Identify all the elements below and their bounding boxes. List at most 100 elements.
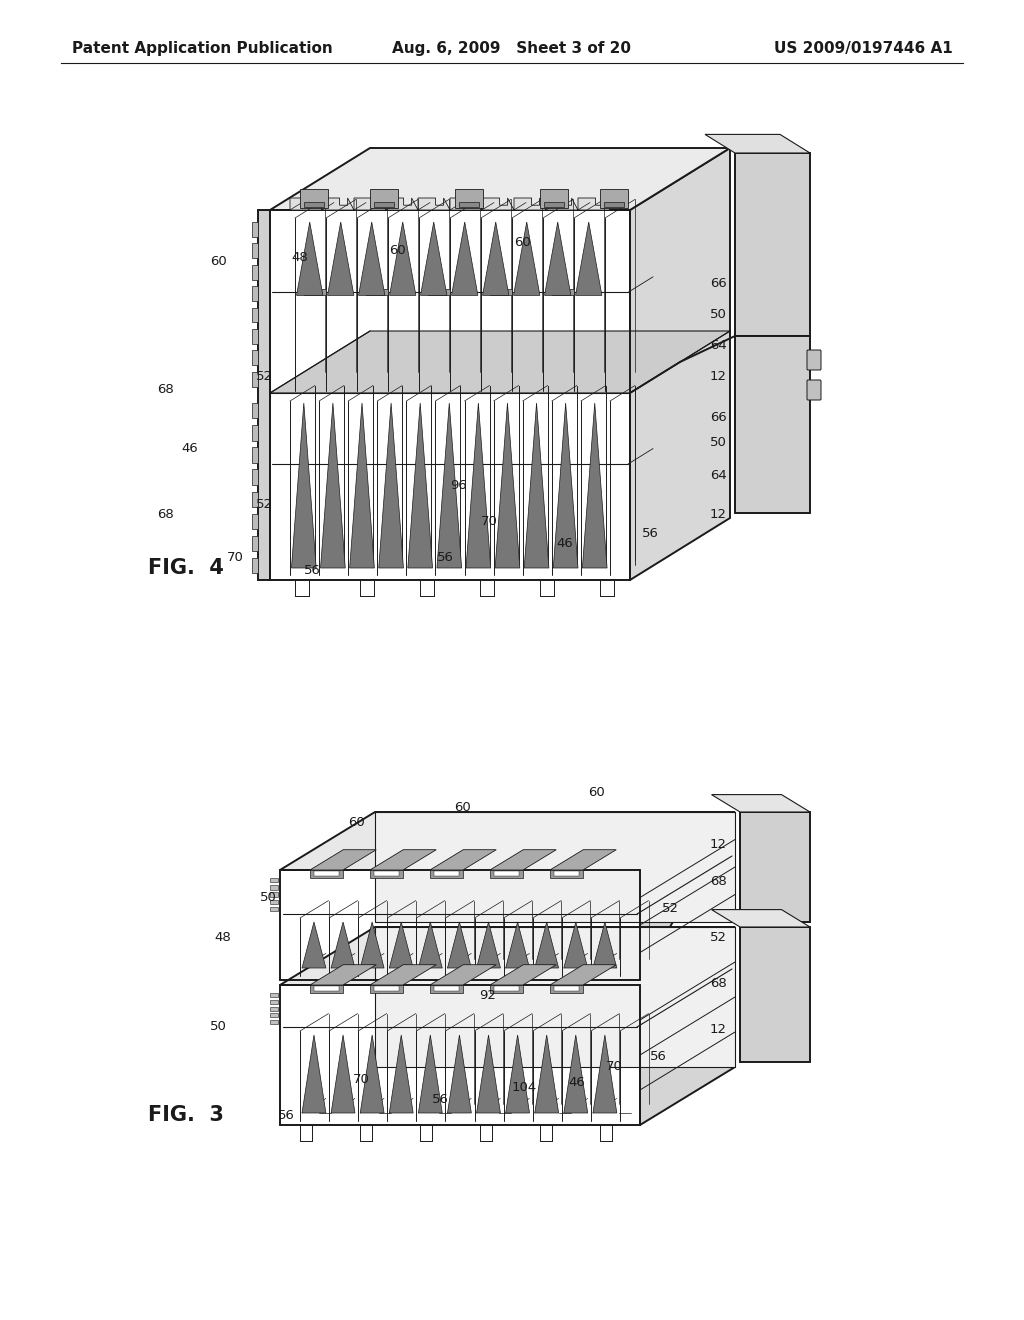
- Polygon shape: [466, 403, 490, 568]
- Text: 70: 70: [481, 515, 498, 528]
- Text: 96: 96: [451, 479, 467, 492]
- Bar: [310, 985, 343, 993]
- Polygon shape: [310, 850, 376, 870]
- Polygon shape: [705, 135, 810, 153]
- Polygon shape: [735, 153, 810, 337]
- Polygon shape: [490, 965, 556, 985]
- Polygon shape: [578, 198, 610, 210]
- Text: 12: 12: [710, 370, 727, 383]
- FancyBboxPatch shape: [807, 380, 821, 400]
- Polygon shape: [600, 189, 628, 209]
- Polygon shape: [331, 1035, 355, 1113]
- Text: 50: 50: [210, 1020, 226, 1034]
- Text: 50: 50: [710, 308, 726, 321]
- Bar: [430, 870, 463, 878]
- Bar: [552, 289, 574, 296]
- Polygon shape: [482, 222, 509, 296]
- Text: 56: 56: [437, 550, 454, 564]
- Polygon shape: [280, 812, 735, 870]
- Polygon shape: [514, 222, 540, 296]
- Text: 68: 68: [158, 508, 174, 521]
- Polygon shape: [328, 222, 354, 296]
- Polygon shape: [437, 403, 462, 568]
- Text: 12: 12: [710, 1023, 727, 1036]
- Text: 50: 50: [710, 436, 726, 449]
- Bar: [370, 985, 403, 993]
- Bar: [314, 986, 339, 991]
- Polygon shape: [630, 148, 730, 579]
- Bar: [374, 202, 394, 207]
- Bar: [252, 558, 258, 573]
- Bar: [490, 289, 512, 296]
- Bar: [270, 878, 278, 882]
- Polygon shape: [447, 1035, 471, 1113]
- Bar: [374, 871, 399, 876]
- Text: 92: 92: [479, 989, 496, 1002]
- Bar: [270, 900, 278, 904]
- Bar: [490, 870, 523, 878]
- Bar: [252, 329, 258, 343]
- Bar: [270, 999, 278, 1005]
- Text: 60: 60: [589, 785, 605, 799]
- Bar: [270, 907, 278, 911]
- Polygon shape: [482, 198, 514, 210]
- Text: 56: 56: [650, 1049, 667, 1063]
- Text: 52: 52: [256, 370, 272, 383]
- Polygon shape: [354, 198, 386, 210]
- Bar: [430, 985, 463, 993]
- Polygon shape: [321, 403, 345, 568]
- Polygon shape: [550, 850, 616, 870]
- Bar: [270, 1020, 278, 1024]
- Polygon shape: [640, 927, 735, 1125]
- Polygon shape: [593, 921, 616, 968]
- Polygon shape: [408, 403, 432, 568]
- Polygon shape: [540, 189, 568, 209]
- Bar: [252, 536, 258, 552]
- Bar: [367, 289, 388, 296]
- Polygon shape: [740, 927, 810, 1063]
- Bar: [252, 425, 258, 441]
- Polygon shape: [292, 403, 316, 568]
- Text: 46: 46: [568, 1076, 585, 1089]
- Bar: [252, 286, 258, 301]
- Text: 46: 46: [181, 442, 198, 455]
- Polygon shape: [740, 812, 810, 921]
- Text: 52: 52: [256, 498, 272, 511]
- Bar: [252, 222, 258, 238]
- Bar: [494, 871, 519, 876]
- Polygon shape: [270, 331, 730, 393]
- Text: 56: 56: [642, 527, 658, 540]
- Polygon shape: [360, 1035, 384, 1113]
- Text: 64: 64: [710, 339, 726, 352]
- Polygon shape: [418, 198, 450, 210]
- Polygon shape: [370, 189, 398, 209]
- Text: 50: 50: [260, 891, 276, 904]
- Bar: [304, 202, 324, 207]
- Polygon shape: [490, 850, 556, 870]
- Bar: [270, 993, 278, 997]
- Polygon shape: [640, 812, 735, 979]
- Text: 56: 56: [279, 1109, 295, 1122]
- Polygon shape: [524, 403, 549, 568]
- Polygon shape: [310, 965, 376, 985]
- Bar: [554, 871, 579, 876]
- Polygon shape: [546, 198, 578, 210]
- Text: 60: 60: [455, 801, 471, 814]
- Bar: [604, 202, 624, 207]
- Text: 52: 52: [710, 931, 727, 944]
- Polygon shape: [389, 1035, 413, 1113]
- Polygon shape: [270, 148, 730, 210]
- Bar: [370, 870, 403, 878]
- Polygon shape: [476, 1035, 501, 1113]
- Text: 68: 68: [710, 977, 726, 990]
- Polygon shape: [712, 909, 810, 927]
- Bar: [304, 289, 326, 296]
- Polygon shape: [358, 222, 385, 296]
- Polygon shape: [297, 222, 323, 296]
- Polygon shape: [370, 965, 436, 985]
- Polygon shape: [258, 210, 270, 579]
- Bar: [252, 513, 258, 529]
- Bar: [252, 403, 258, 418]
- Text: 104: 104: [512, 1081, 537, 1094]
- Polygon shape: [712, 795, 810, 812]
